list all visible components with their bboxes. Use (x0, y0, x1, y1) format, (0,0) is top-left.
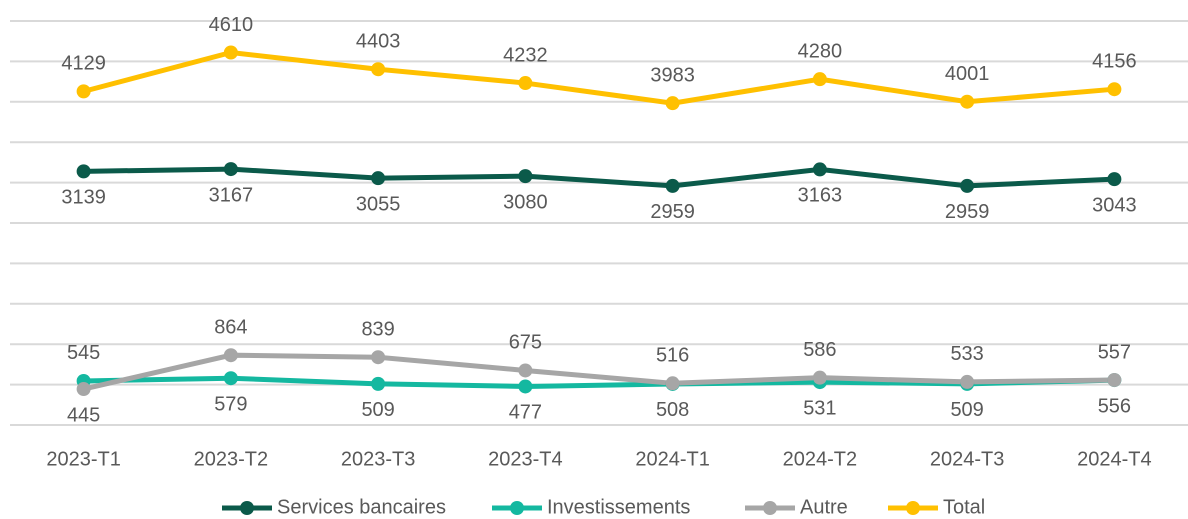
point (223, 348, 238, 363)
x-tick-label: 2023-T1 (46, 448, 121, 470)
line (83, 166, 1115, 189)
x-tick-label: 2023-T2 (194, 448, 269, 470)
data-label: 864 (214, 316, 247, 338)
data-label: 4156 (1092, 50, 1137, 72)
point (76, 382, 91, 397)
legend-label: Services bancaires (277, 496, 446, 518)
point (1107, 82, 1122, 97)
point (665, 96, 680, 111)
point (960, 178, 975, 193)
data-label: 509 (950, 399, 983, 421)
point (223, 371, 238, 386)
x-tick-label: 2024-T1 (635, 448, 710, 470)
legend-label: Investissements (547, 496, 690, 518)
point (812, 162, 827, 177)
data-label: 4610 (209, 14, 254, 36)
data-label: 4403 (356, 31, 401, 53)
data-label: 4280 (798, 40, 843, 62)
data-label: 675 (509, 332, 542, 354)
point (371, 350, 386, 365)
data-label: 3080 (503, 191, 548, 213)
point (518, 379, 533, 394)
x-tick-label: 2024-T2 (783, 448, 858, 470)
x-tick-label: 2024-T3 (930, 448, 1005, 470)
data-label: 579 (214, 393, 247, 415)
point (371, 376, 386, 391)
data-label: 3167 (209, 184, 254, 206)
point (960, 374, 975, 389)
legend-marker (906, 501, 920, 515)
point (665, 178, 680, 193)
point (371, 62, 386, 77)
data-label: 533 (950, 343, 983, 365)
data-label: 516 (656, 345, 689, 367)
point (518, 76, 533, 91)
data-label: 531 (803, 397, 836, 419)
data-label: 445 (67, 404, 100, 426)
legend-label: Total (943, 496, 985, 518)
data-label: 4129 (61, 53, 106, 75)
data-label: 2959 (945, 201, 990, 223)
point (1107, 372, 1122, 387)
point (812, 72, 827, 87)
line (83, 352, 1115, 392)
point (665, 376, 680, 391)
point (371, 171, 386, 186)
data-label: 557 (1098, 341, 1131, 363)
point (812, 370, 827, 385)
point (1107, 172, 1122, 187)
data-label: 3983 (650, 64, 695, 86)
x-tick-label: 2023-T4 (488, 448, 563, 470)
legend-marker (763, 501, 777, 515)
data-label: 556 (1098, 395, 1131, 417)
data-label: 3043 (1092, 194, 1137, 216)
legend-marker (510, 501, 524, 515)
point (223, 162, 238, 177)
data-label: 2959 (650, 201, 695, 223)
x-tick-label: 2023-T3 (341, 448, 416, 470)
point (518, 363, 533, 378)
point (223, 45, 238, 60)
data-label: 4232 (503, 44, 548, 66)
data-label: 3139 (61, 187, 106, 209)
data-label: 3055 (356, 193, 401, 215)
point (76, 164, 91, 179)
legend-marker (240, 501, 254, 515)
line (82, 49, 1115, 106)
data-label: 508 (656, 399, 689, 421)
point (518, 169, 533, 184)
data-label: 3163 (798, 185, 843, 207)
data-label: 509 (361, 399, 394, 421)
data-label: 586 (803, 339, 836, 361)
legend-label: Autre (800, 496, 848, 518)
point (960, 94, 975, 109)
point (76, 84, 91, 99)
data-label: 4001 (945, 63, 990, 85)
x-tick-label: 2024-T4 (1077, 448, 1152, 470)
data-label: 839 (361, 318, 394, 340)
data-label: 477 (509, 402, 542, 424)
data-label: 545 (67, 342, 100, 364)
